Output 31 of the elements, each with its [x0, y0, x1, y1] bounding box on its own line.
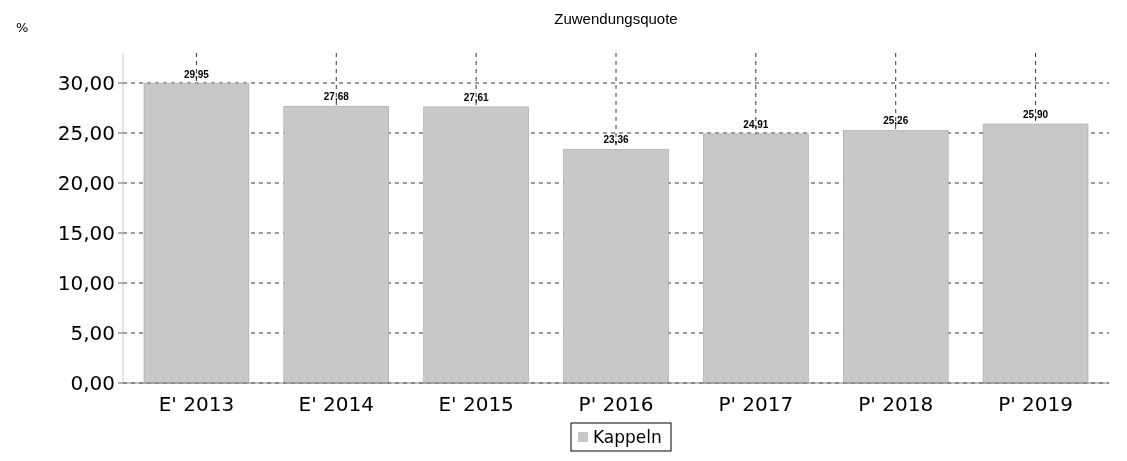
- y-tick-label: 30,00: [57, 71, 115, 95]
- y-tick-label: 20,00: [57, 171, 115, 195]
- y-axis-title: %: [16, 20, 29, 35]
- bar: [283, 105, 389, 384]
- data-label: 27,68: [323, 91, 350, 103]
- bar: [423, 106, 529, 384]
- bar: [982, 123, 1089, 384]
- bar: [843, 130, 949, 384]
- data-label: 23,36: [603, 134, 629, 146]
- x-tick-label: P' 2018: [858, 392, 934, 416]
- bar: [563, 149, 669, 384]
- chart-title: Zuwendungsquote: [554, 10, 678, 27]
- bar: [703, 133, 809, 384]
- y-tick-label: 0,00: [70, 371, 115, 395]
- bar: [143, 83, 250, 384]
- data-label: 27,61: [463, 91, 490, 103]
- x-tick-label: P' 2017: [718, 392, 794, 416]
- x-tick-label: E' 2015: [438, 392, 514, 416]
- y-tick-label: 10,00: [57, 271, 115, 295]
- data-label: 29,95: [183, 68, 210, 80]
- text: Kappeln: [593, 426, 662, 447]
- x-tick-label: P' 2016: [578, 392, 654, 416]
- y-tick-label: 15,00: [57, 221, 115, 245]
- y-tick-label: 5,00: [70, 321, 115, 345]
- y-tick-label: 25,00: [57, 121, 115, 145]
- data-label: 25,90: [1023, 109, 1049, 120]
- x-tick-label: P' 2019: [998, 392, 1073, 416]
- x-tick-label: E' 2014: [298, 392, 374, 416]
- data-label: 24,91: [743, 118, 769, 130]
- data-label: 25,26: [883, 115, 909, 127]
- x-tick-label: E' 2013: [158, 392, 235, 416]
